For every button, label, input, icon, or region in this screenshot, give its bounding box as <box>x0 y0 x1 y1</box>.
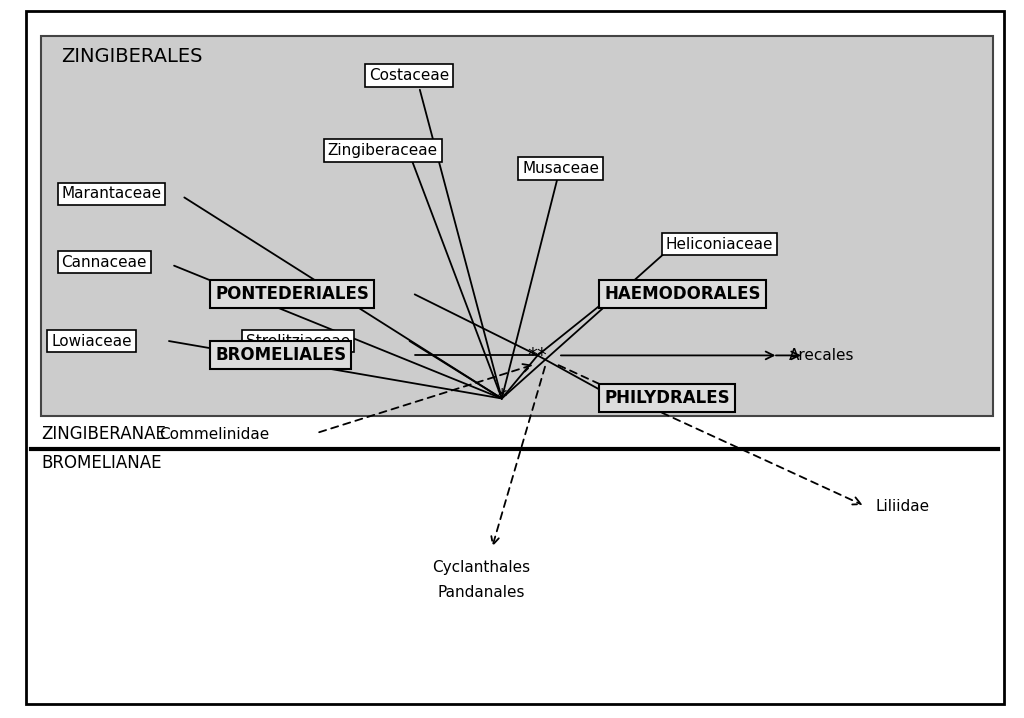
Text: Liliidae: Liliidae <box>876 499 930 513</box>
Text: Arecales: Arecales <box>788 348 854 363</box>
Text: Pandanales: Pandanales <box>437 585 525 600</box>
Text: BROMELIALES: BROMELIALES <box>215 346 346 365</box>
Text: Zingiberaceae: Zingiberaceae <box>328 144 438 158</box>
Text: Costaceae: Costaceae <box>369 68 449 83</box>
Text: ZINGIBERANAE: ZINGIBERANAE <box>41 425 166 444</box>
Text: ZINGIBERALES: ZINGIBERALES <box>61 47 203 65</box>
Text: Marantaceae: Marantaceae <box>61 187 162 201</box>
Text: Cyclanthales: Cyclanthales <box>432 560 530 574</box>
Text: Heliconiaceae: Heliconiaceae <box>666 237 773 251</box>
Text: Lowiaceae: Lowiaceae <box>51 334 132 348</box>
Text: Commelinidae: Commelinidae <box>159 427 269 442</box>
FancyBboxPatch shape <box>41 36 993 416</box>
Text: PHILYDRALES: PHILYDRALES <box>604 389 730 408</box>
Text: PONTEDERIALES: PONTEDERIALES <box>215 285 369 304</box>
FancyBboxPatch shape <box>26 11 1004 704</box>
Text: Strelitziaceae: Strelitziaceae <box>246 334 350 348</box>
Text: Musaceae: Musaceae <box>522 162 599 176</box>
Text: **: ** <box>527 346 548 365</box>
Text: BROMELIANAE: BROMELIANAE <box>41 454 162 472</box>
Text: HAEMODORALES: HAEMODORALES <box>604 285 761 304</box>
Text: Cannaceae: Cannaceae <box>61 255 146 269</box>
Text: *: * <box>497 388 507 409</box>
